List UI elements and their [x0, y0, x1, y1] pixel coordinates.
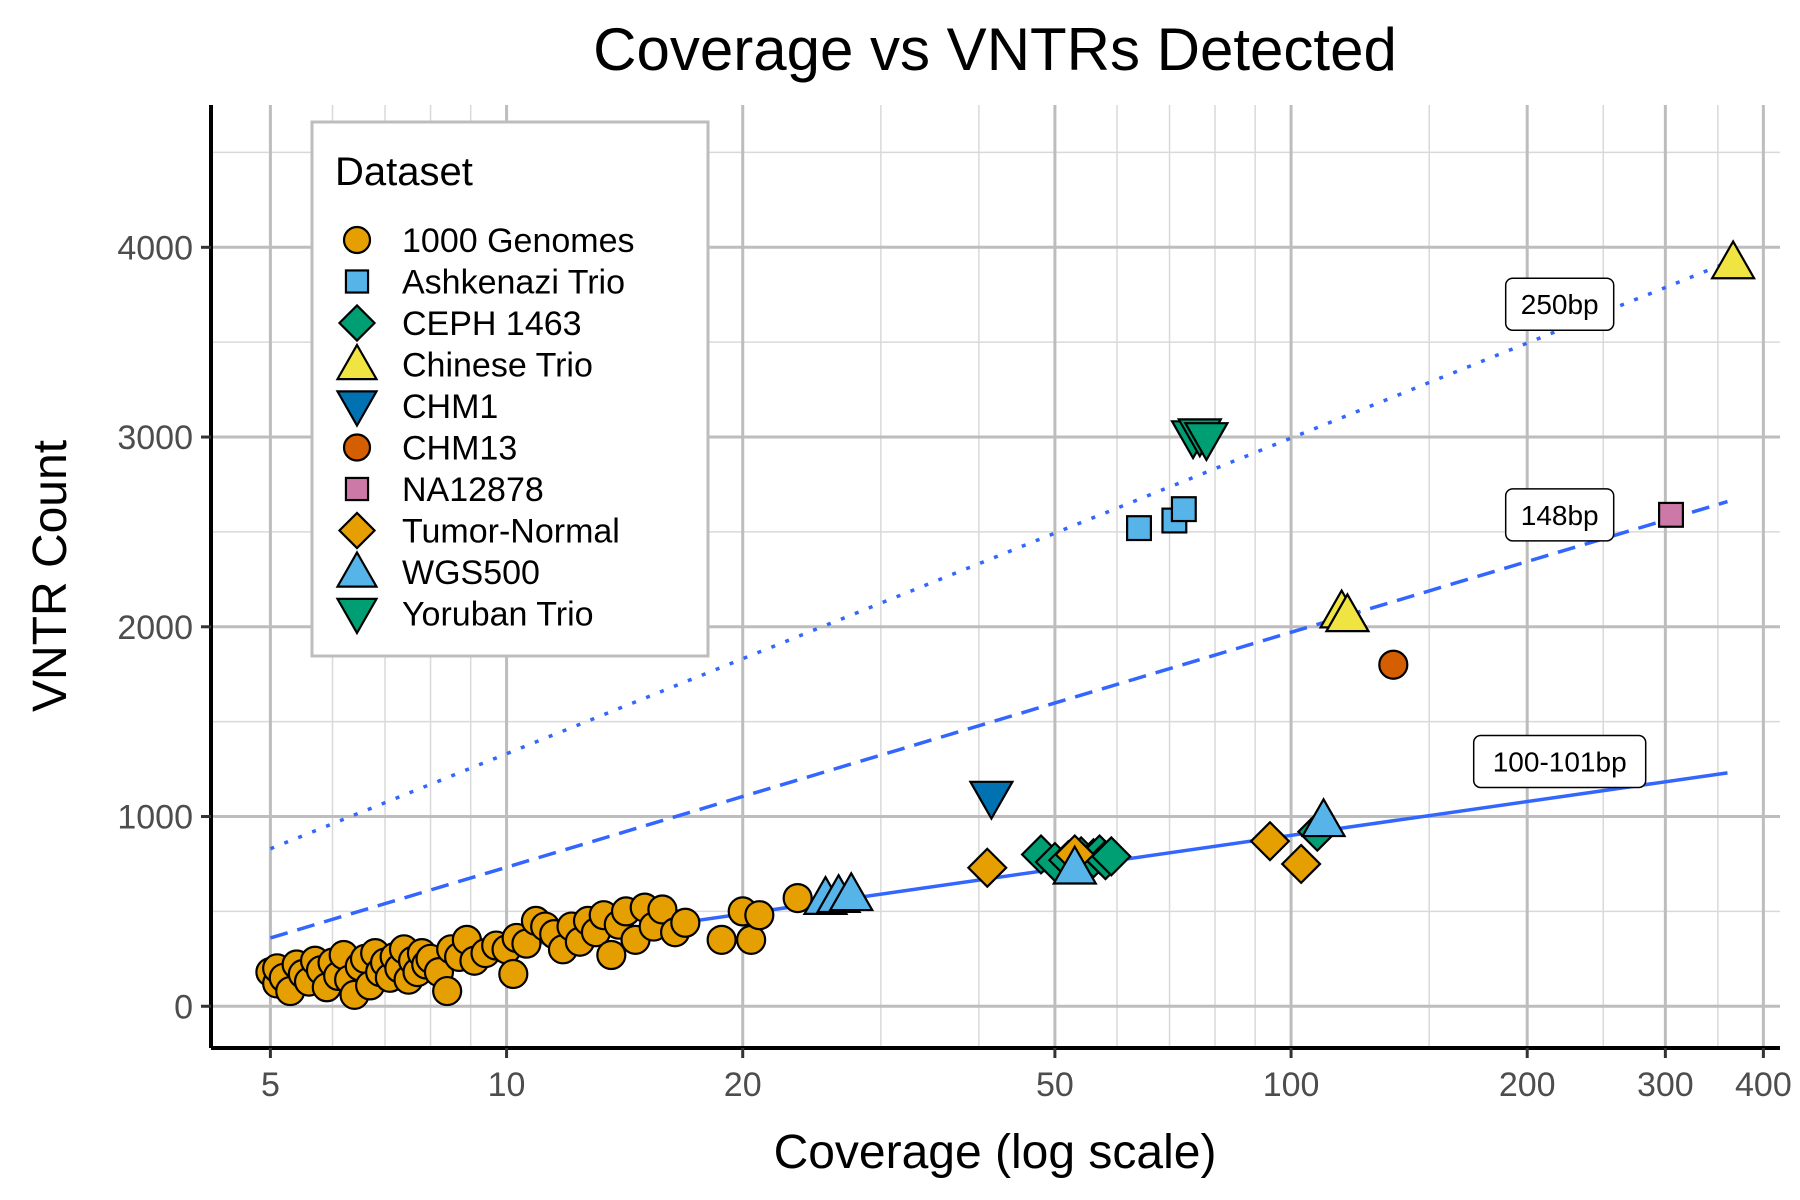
legend-marker: [344, 476, 370, 502]
y-tick-label: 3000: [117, 419, 193, 457]
data-point: [647, 894, 678, 925]
grid-layer: [211, 105, 1780, 1048]
x-tick-label: 50: [1036, 1066, 1074, 1104]
reference-label: 250bp: [1521, 289, 1599, 320]
data-point: [1324, 592, 1371, 633]
data-point: [968, 780, 1015, 821]
data-point: [966, 847, 1008, 889]
legend-marker: [344, 269, 370, 294]
legend-label: Yoruban Trio: [402, 596, 594, 634]
data-point: [744, 900, 775, 931]
y-tick-label: 2000: [117, 609, 193, 647]
reference-label-box: [1504, 488, 1615, 542]
y-axis-title: VNTR Count: [24, 440, 77, 712]
legend-label: 1000 Genomes: [402, 222, 635, 260]
data-point: [1280, 843, 1322, 885]
axes: [209, 105, 1780, 1050]
series-1000-genomes: [255, 883, 813, 1010]
legend-label: NA12878: [402, 471, 544, 509]
legend-label: CHM1: [402, 388, 498, 426]
x-tick-label: 5: [261, 1066, 280, 1104]
series-chm1: [968, 780, 1015, 821]
data-point: [596, 939, 627, 971]
x-axis-title: Coverage (log scale): [774, 1126, 1217, 1179]
series-chm13: [1378, 649, 1409, 680]
legend-label: WGS500: [402, 554, 540, 592]
legend-marker: [342, 433, 372, 462]
data-point: [706, 924, 737, 955]
x-tick-label: 300: [1637, 1066, 1694, 1104]
series-ashkenazi-trio: [1126, 496, 1197, 542]
legend-label: Chinese Trio: [402, 347, 593, 385]
reference-line-148bp: [269, 499, 1728, 940]
y-tick-label: 1000: [117, 799, 193, 837]
x-tick-label: 200: [1499, 1066, 1556, 1104]
series-wgs500: [802, 797, 1347, 915]
reference-label-box: [1472, 734, 1647, 789]
series-yoruban-trio: [1170, 418, 1230, 463]
legend-label: Tumor-Normal: [402, 513, 620, 551]
data-point: [1249, 820, 1291, 862]
legend-label: Ashkenazi Trio: [402, 264, 625, 302]
reference-label: 148bp: [1521, 500, 1599, 531]
x-tick-label: 20: [724, 1066, 762, 1104]
legend-marker: [337, 303, 377, 343]
reference-label: 100-101bp: [1493, 746, 1627, 777]
data-point: [498, 958, 529, 990]
legend-marker: [337, 511, 377, 550]
legend-marker: [335, 342, 379, 381]
y-tick-label: 0: [174, 988, 193, 1026]
data-point: [1170, 496, 1197, 523]
legend-marker: [335, 390, 379, 428]
data-point: [782, 883, 813, 914]
data-point: [828, 871, 875, 912]
legend-marker: [335, 550, 379, 588]
legend-label: CHM13: [402, 430, 517, 468]
data-point: [1710, 239, 1757, 280]
x-tick-label: 400: [1735, 1066, 1792, 1104]
data-point: [1183, 422, 1230, 463]
data-point: [1378, 649, 1409, 680]
data-point: [1090, 835, 1132, 877]
data-point: [1657, 501, 1684, 528]
x-tick-label: 100: [1263, 1066, 1320, 1104]
data-point: [432, 975, 463, 1007]
data-point: [1126, 515, 1153, 542]
data-point: [670, 907, 701, 938]
x-tick-label: 10: [488, 1066, 526, 1104]
legend-label: CEPH 1463: [402, 305, 582, 343]
legend-marker: [335, 597, 379, 636]
reference-line-250bp: [269, 260, 1729, 851]
chart-title: Coverage vs VNTRs Detected: [593, 16, 1397, 83]
data-point: [1300, 797, 1347, 838]
series-chinese-trio: [1318, 239, 1757, 633]
legend-box: [310, 120, 710, 658]
y-tick-label: 4000: [117, 229, 193, 267]
reference-label-box: [1504, 277, 1615, 331]
series-na12878: [1657, 501, 1684, 528]
legend-marker: [342, 225, 372, 255]
legend-title: Dataset: [335, 150, 473, 194]
data-points: [255, 239, 1757, 1010]
data-point: [1051, 844, 1098, 885]
